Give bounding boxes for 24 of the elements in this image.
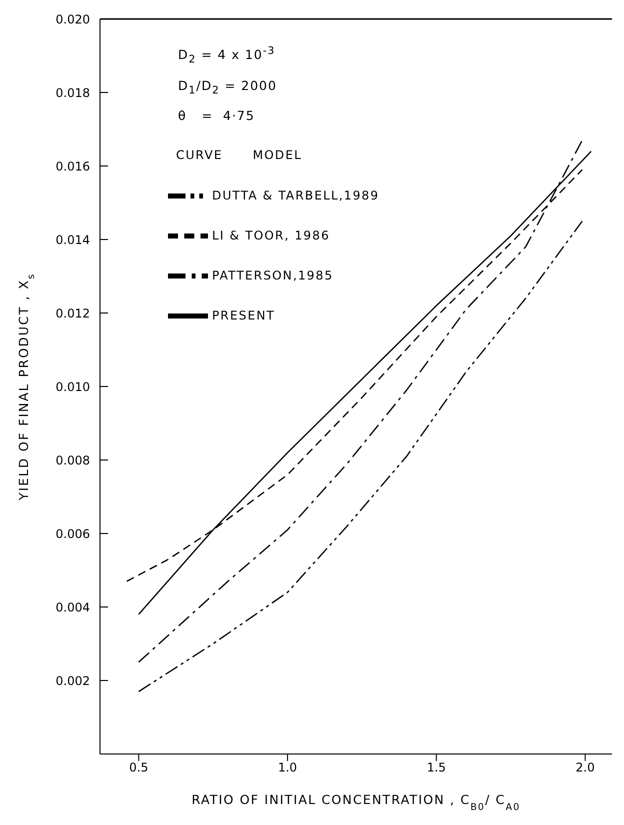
x-tick-label: 2.0 xyxy=(576,760,595,775)
legend-label: PRESENT xyxy=(212,308,276,322)
legend-label: PATTERSON,1985 xyxy=(212,268,334,282)
y-tick-label: 0.020 xyxy=(56,12,90,26)
y-tick-label: 0.018 xyxy=(56,86,90,100)
y-tick-label: 0.016 xyxy=(56,159,90,174)
y-tick-label: 0.014 xyxy=(56,232,90,247)
annotation: D$_{2}$ = 4 x 10$^{-3}$ xyxy=(178,44,276,68)
y-tick-label: 0.002 xyxy=(56,674,90,688)
legend-title: CURVE MODEL xyxy=(176,148,302,162)
annotation: θ = 4·75 xyxy=(178,107,256,126)
legend-label: LI & TOOR, 1986 xyxy=(212,228,330,242)
x-axis-title: RATIO OF INITIAL CONCENTRATION , C$_{B0}$/ C$_{A0}$ xyxy=(192,792,520,812)
x-tick-label: 1.5 xyxy=(426,760,446,775)
line-series xyxy=(138,220,583,692)
x-tick-label: 1.0 xyxy=(278,760,298,775)
y-tick-label: 0.010 xyxy=(56,380,90,394)
y-tick-label: 0.008 xyxy=(56,453,90,468)
annotation: D$_{1}$/D$_{2}$ = 2000 xyxy=(178,76,277,98)
y-tick-label: 0.006 xyxy=(56,526,90,541)
legend-label: DUTTA & TARBELL,1989 xyxy=(212,188,380,202)
y-tick-label: 0.012 xyxy=(56,306,90,320)
x-tick-label: 0.5 xyxy=(129,760,148,775)
y-tick-label: 0.004 xyxy=(56,600,90,614)
